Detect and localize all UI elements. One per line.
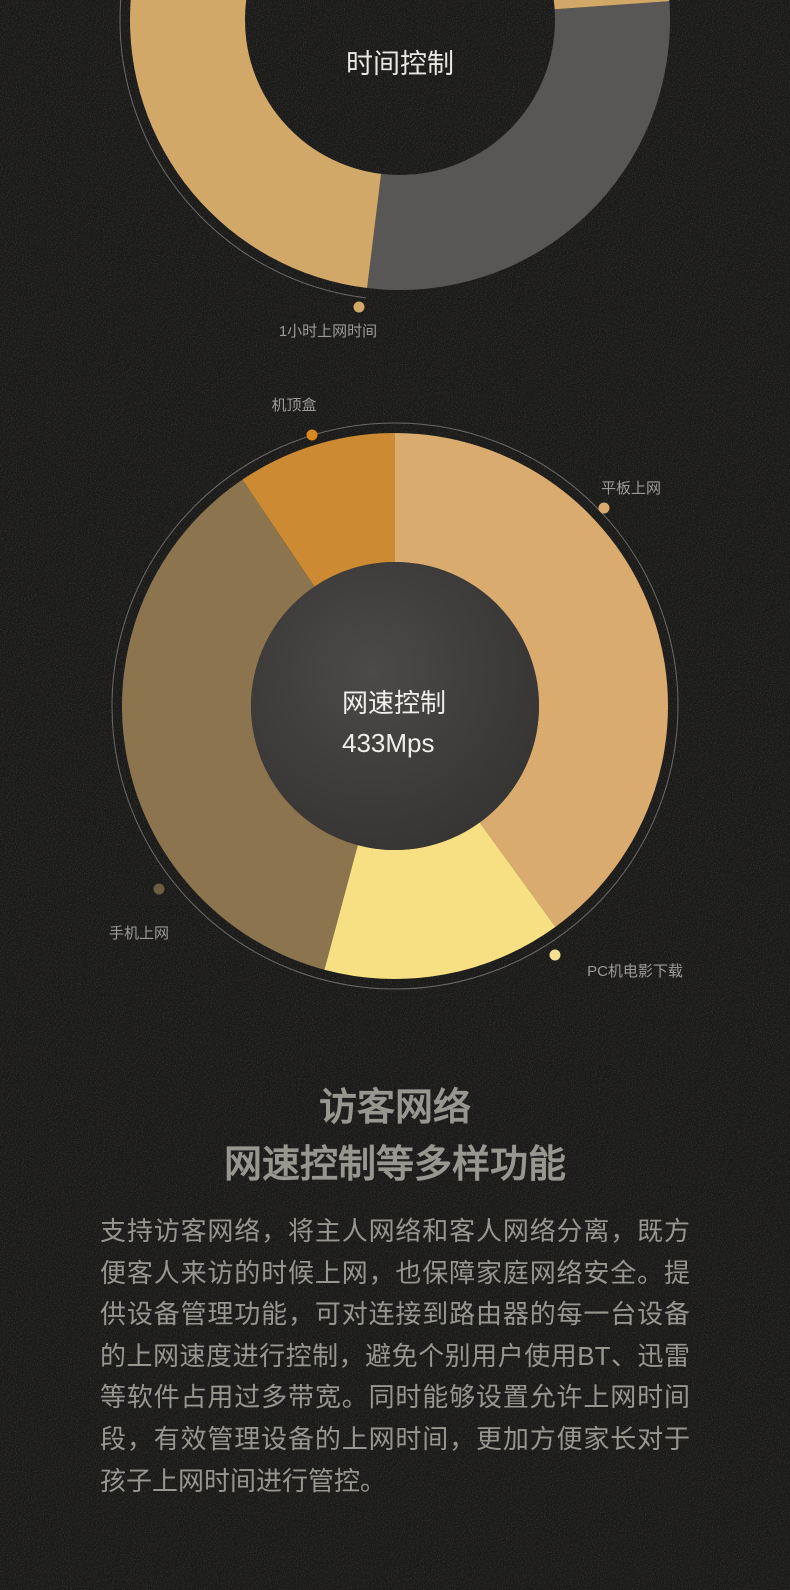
svg-text:平板上网: 平板上网 (601, 479, 661, 497)
svg-text:机顶盒: 机顶盒 (271, 397, 316, 414)
svg-text:网速控制: 网速控制 (342, 688, 446, 718)
svg-text:PC机电影下载: PC机电影下载 (587, 963, 683, 980)
svg-text:手机上网: 手机上网 (109, 925, 169, 942)
svg-text:433Mps: 433Mps (342, 728, 435, 758)
